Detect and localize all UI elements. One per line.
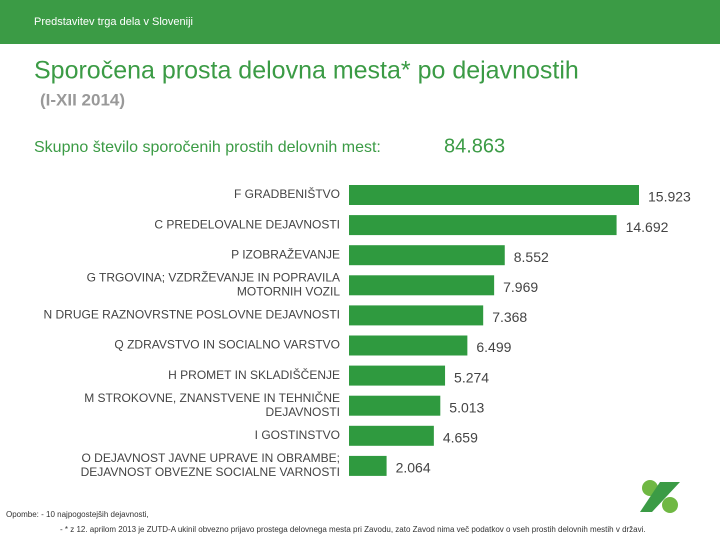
bar [349,245,505,266]
category-label: MOTORNIH VOZIL [237,284,340,298]
value-label: 5.274 [454,369,489,385]
bar [349,395,441,416]
bar [349,365,446,386]
bar [349,455,387,476]
value-label: 15.923 [648,189,691,205]
total-value: 84.863 [444,135,505,157]
category-label: DEJAVNOSTI [266,405,340,419]
bar [349,185,639,205]
value-label: 8.552 [514,249,549,265]
bar [349,425,434,446]
value-label: 5.013 [449,399,484,415]
category-label: I GOSTINSTVO [255,428,340,442]
chart-title: Sporočena prosta delovna mesta* po dejav… [34,57,579,85]
category-label: Q ZDRAVSTVO IN SOCIALNO VARSTVO [114,338,340,352]
value-label: 4.659 [443,430,478,446]
logo [640,480,680,513]
category-label: DEJAVNOST OBVEZNE SOCIALNE VARNOSTI [81,465,340,479]
note: Opombe: - 10 najpogostejših dejavnosti, [6,510,149,519]
note: - * z 12. aprilom 2013 je ZUTD-A ukinil … [60,525,646,534]
header: Predstavitev trga dela v Sloveniji [34,16,193,28]
value-label: 14.692 [626,219,669,235]
category-label: F GRADBENIŠTVO [234,186,340,201]
value-label: 7.969 [503,279,538,295]
bar [349,275,495,296]
header-bar [0,0,720,44]
bar [349,215,617,236]
total-text: Skupno število sporočenih prostih delovn… [34,139,381,156]
bar [349,335,468,356]
category-label: C PREDELOVALNE DEJAVNOSTI [154,217,340,231]
chart-subtitle: (I-XII 2014) [40,90,125,109]
category-label: H PROMET IN SKLADIŠČENJE [168,367,340,382]
category-label: O DEJAVNOST JAVNE UPRAVE IN OBRAMBE; [82,451,341,465]
bar [349,305,484,326]
category-label: G TRGOVINA; VZDRŽEVANJE IN POPRAVILA [87,269,340,284]
category-label: N DRUGE RAZNOVRSTNE POSLOVNE DEJAVNOSTI [44,308,341,322]
value-label: 7.368 [492,309,527,325]
value-label: 6.499 [476,339,511,355]
category-label: P IZOBRAŽEVANJE [231,246,340,261]
value-label: 2.064 [396,460,431,476]
category-label: M STROKOVNE, ZNANSTVENE IN TEHNIČNE [84,390,340,405]
